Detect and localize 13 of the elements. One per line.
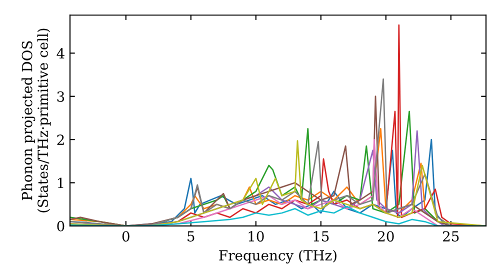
x-tick-label: 5: [188, 231, 194, 242]
y-tick-label: 1: [58, 178, 64, 188]
x-tick-label: 0: [122, 231, 130, 242]
y-tick-label: 4: [56, 48, 64, 58]
x-tick-label: 20: [378, 231, 394, 242]
x-axis-title: Frequency (THz): [219, 250, 336, 264]
x-tick-label: 10: [248, 231, 264, 242]
y-axis-title: Phonon projected DOS (States/THz·primitive cell): [22, 28, 51, 212]
x-tick-label: 25: [443, 231, 459, 242]
y-tick-label: 2: [57, 134, 64, 145]
y-tick-label: 0: [57, 220, 64, 232]
y-tick-label: 3: [57, 91, 64, 102]
x-tick-label: 15: [314, 231, 329, 242]
